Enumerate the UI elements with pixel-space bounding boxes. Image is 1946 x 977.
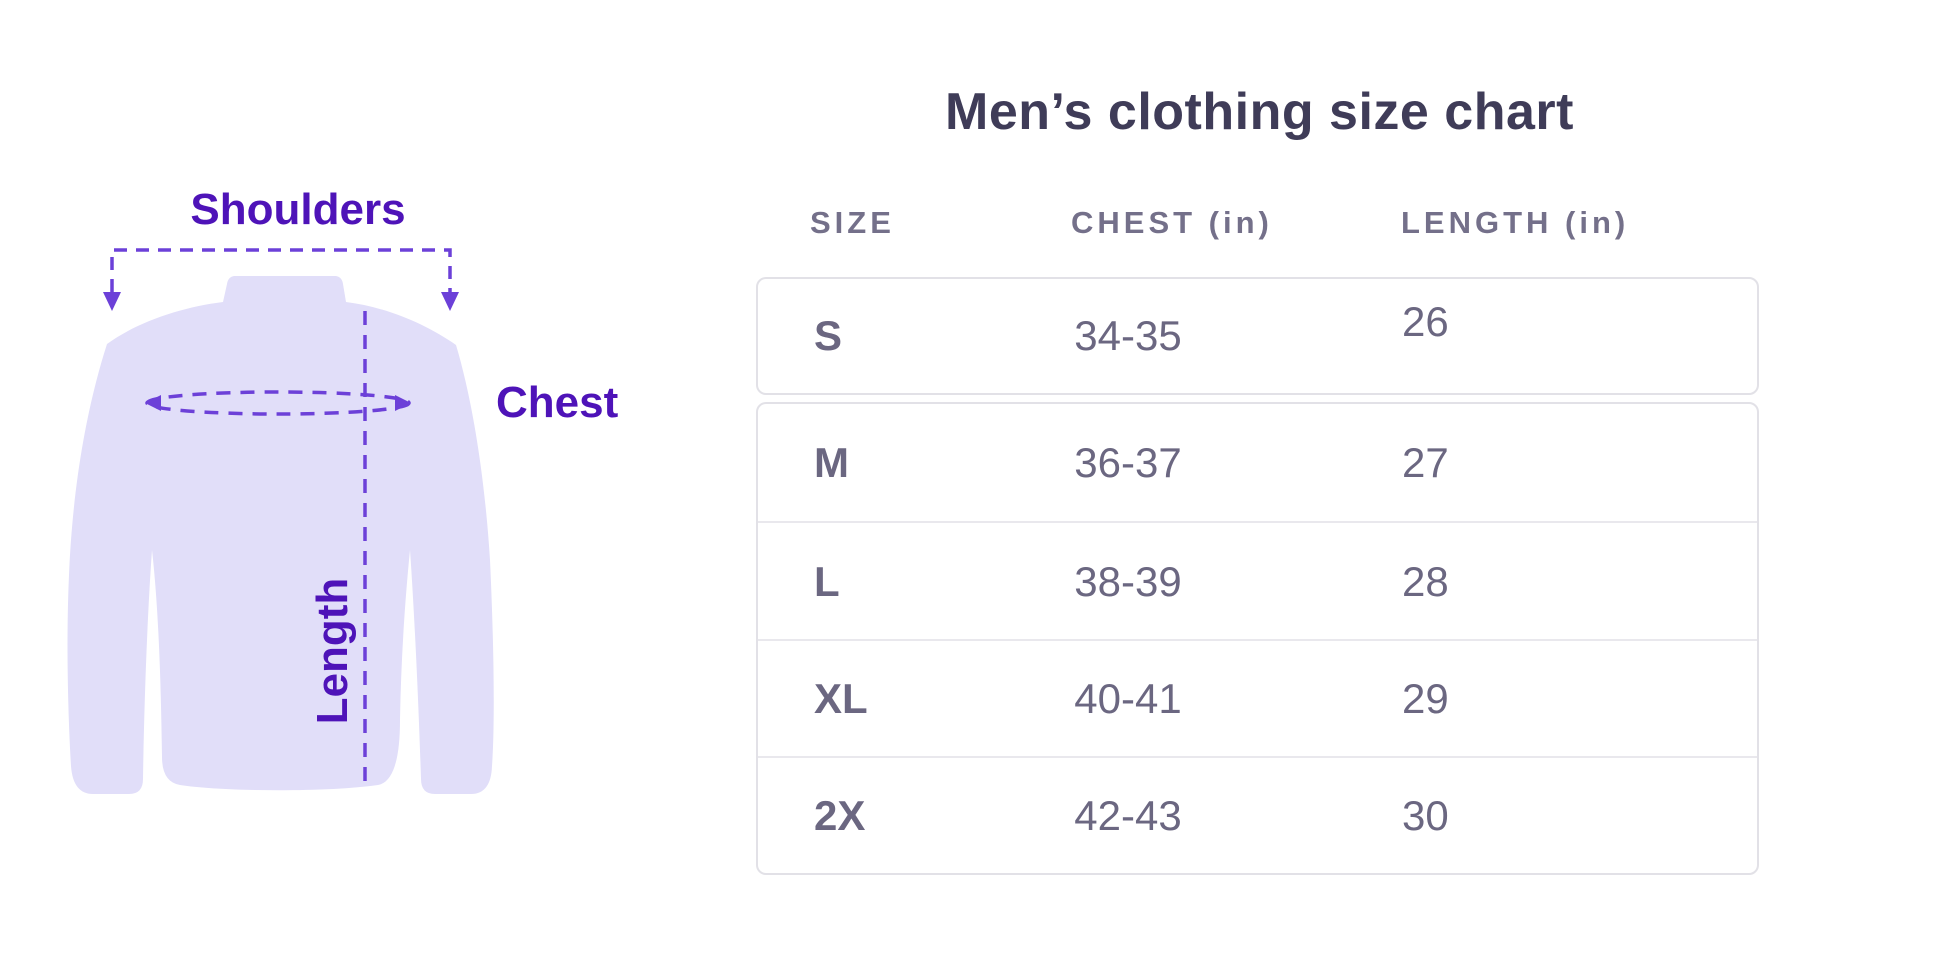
size-value: M bbox=[814, 438, 849, 486]
size-value: 2X bbox=[814, 792, 866, 840]
chest-arrow-right-icon bbox=[395, 395, 411, 411]
column-header-length: LENGTH (in) bbox=[1401, 205, 1630, 240]
length-value: 28 bbox=[1402, 557, 1449, 605]
length-value: 29 bbox=[1402, 675, 1449, 723]
chest-value: 40-41 bbox=[1074, 675, 1182, 723]
table-row: XL 40-41 29 bbox=[758, 638, 1757, 758]
length-value: 27 bbox=[1402, 438, 1449, 486]
size-chart-panel: Men’s clothing size chart SIZE CHEST (in… bbox=[756, 0, 1763, 977]
chest-arrow-left-icon bbox=[145, 395, 161, 411]
table-row: S 34-35 26 bbox=[758, 279, 1757, 393]
chest-value: 36-37 bbox=[1074, 438, 1182, 486]
chest-value: 34-35 bbox=[1074, 312, 1182, 359]
table-row: M 36-37 27 bbox=[758, 404, 1757, 521]
shirt-back-illustration bbox=[67, 248, 494, 794]
table-row-box-s: S 34-35 26 bbox=[756, 277, 1759, 395]
shirt-silhouette-shape bbox=[67, 276, 494, 794]
chest-value: 38-39 bbox=[1074, 557, 1182, 605]
shoulders-arrow-left-icon bbox=[103, 292, 121, 311]
shoulders-arrow-right-icon bbox=[441, 292, 459, 311]
chest-label: Chest bbox=[496, 378, 619, 427]
column-header-size: SIZE bbox=[810, 205, 895, 240]
length-value: 26 bbox=[1402, 298, 1449, 345]
table-header-row: SIZE CHEST (in) LENGTH (in) bbox=[756, 205, 1763, 241]
table-row-group-box: M 36-37 27 L 38-39 28 XL 40-41 29 2X 42-… bbox=[756, 402, 1759, 875]
column-header-chest: CHEST (in) bbox=[1071, 205, 1273, 240]
shoulders-measure-line bbox=[110, 248, 452, 292]
shirt-measurement-diagram: Shoulders Chest Length bbox=[0, 0, 660, 977]
size-value: S bbox=[814, 312, 843, 359]
table-row: L 38-39 28 bbox=[758, 521, 1757, 640]
chest-value: 42-43 bbox=[1074, 792, 1182, 840]
size-value: L bbox=[814, 557, 840, 605]
size-value: XL bbox=[814, 675, 868, 723]
chart-title: Men’s clothing size chart bbox=[945, 83, 1574, 141]
table-row: 2X 42-43 30 bbox=[758, 755, 1757, 875]
shoulders-label: Shoulders bbox=[190, 185, 406, 234]
length-value: 30 bbox=[1402, 792, 1449, 840]
length-label: Length bbox=[308, 577, 357, 725]
